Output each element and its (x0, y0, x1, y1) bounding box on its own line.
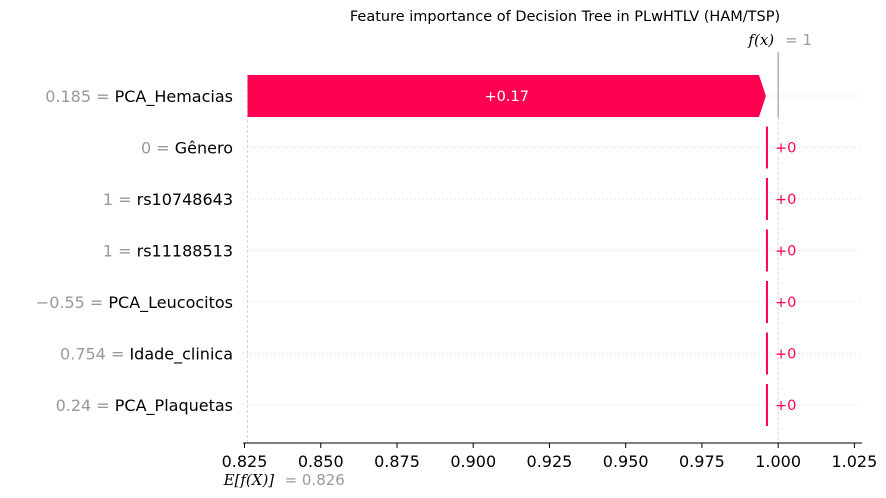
contribution-label: +0 (775, 192, 796, 208)
x-tick-label: 0.900 (450, 452, 496, 471)
feature-value: 1 = (103, 242, 137, 261)
feature-labels: 0.185 = PCA_Hemacias 0 = Gênero 1 = rs1074… (36, 87, 233, 416)
x-tick-label: 0.875 (374, 452, 420, 471)
feature-name: PCA_Leucocitos (108, 293, 233, 313)
feature-name: PCA_Hemacias (115, 87, 233, 107)
contribution-bar (247, 75, 766, 117)
base-value-label: E[f(X)] (223, 471, 275, 489)
x-tick-label: 1.000 (755, 452, 801, 471)
x-tick-label: 0.825 (222, 452, 268, 471)
base-value-annotation: E[f(X)] = 0.826 (223, 471, 345, 489)
feature-label: 1 = rs11188513 (103, 242, 233, 261)
x-tick-label: 0.975 (679, 452, 725, 471)
x-tick-label: 0.925 (527, 452, 573, 471)
row-gridlines (243, 95, 862, 406)
contribution-bar (765, 126, 768, 169)
feature-name: rs10748643 (137, 190, 233, 209)
contribution-bar (765, 178, 768, 220)
feature-label: 0.185 = PCA_Hemacias (45, 87, 233, 107)
contribution-label: +0 (775, 398, 796, 414)
feature-label: 0 = Gênero (141, 139, 233, 158)
feature-name: Idade_clinica (129, 345, 233, 365)
contribution-bar (765, 229, 768, 272)
contribution-label: +0 (775, 295, 796, 311)
feature-value: −0.55 = (36, 293, 109, 312)
feature-name: Gênero (175, 139, 233, 158)
feature-label: −0.55 = PCA_Leucocitos (36, 293, 233, 313)
contribution-label: +0 (775, 141, 796, 157)
reference-lines (247, 52, 779, 443)
feature-value: 1 = (103, 190, 137, 209)
feature-label: 1 = rs10748643 (103, 190, 233, 209)
output-value-annotation: f(x) = 1 (747, 31, 812, 49)
feature-value: 0.754 = (60, 345, 129, 364)
feature-value: 0.24 = (56, 396, 115, 415)
contribution-label: +0.17 (485, 89, 529, 105)
feature-value: 0.185 = (45, 87, 114, 106)
feature-value: 0 = (141, 139, 175, 158)
contribution-label: +0 (775, 244, 796, 260)
contribution-bar (765, 281, 768, 323)
x-tick-label: 1.025 (831, 452, 877, 471)
contribution-bar (765, 384, 768, 426)
contribution-label: +0 (775, 347, 796, 363)
contribution-bars: +0.17 +0 +0 +0 +0 +0 +0 (247, 75, 796, 426)
feature-label: 0.24 = PCA_Plaquetas (56, 396, 233, 416)
feature-name: rs11188513 (137, 242, 233, 261)
base-value-text: = 0.826 (285, 471, 345, 489)
feature-label: 0.754 = Idade_clinica (60, 345, 233, 365)
output-value-label: f(x) (747, 31, 774, 49)
x-tick-label: 0.850 (298, 452, 344, 471)
output-value-text: = 1 (785, 31, 812, 49)
x-tick-label: 0.950 (603, 452, 649, 471)
feature-name: PCA_Plaquetas (115, 396, 233, 416)
contribution-bar (765, 332, 768, 375)
chart-title: Feature importance of Decision Tree in P… (350, 9, 780, 25)
x-axis: 0.825 0.850 0.875 0.900 0.925 0.950 0.975 1.000… (222, 442, 877, 471)
